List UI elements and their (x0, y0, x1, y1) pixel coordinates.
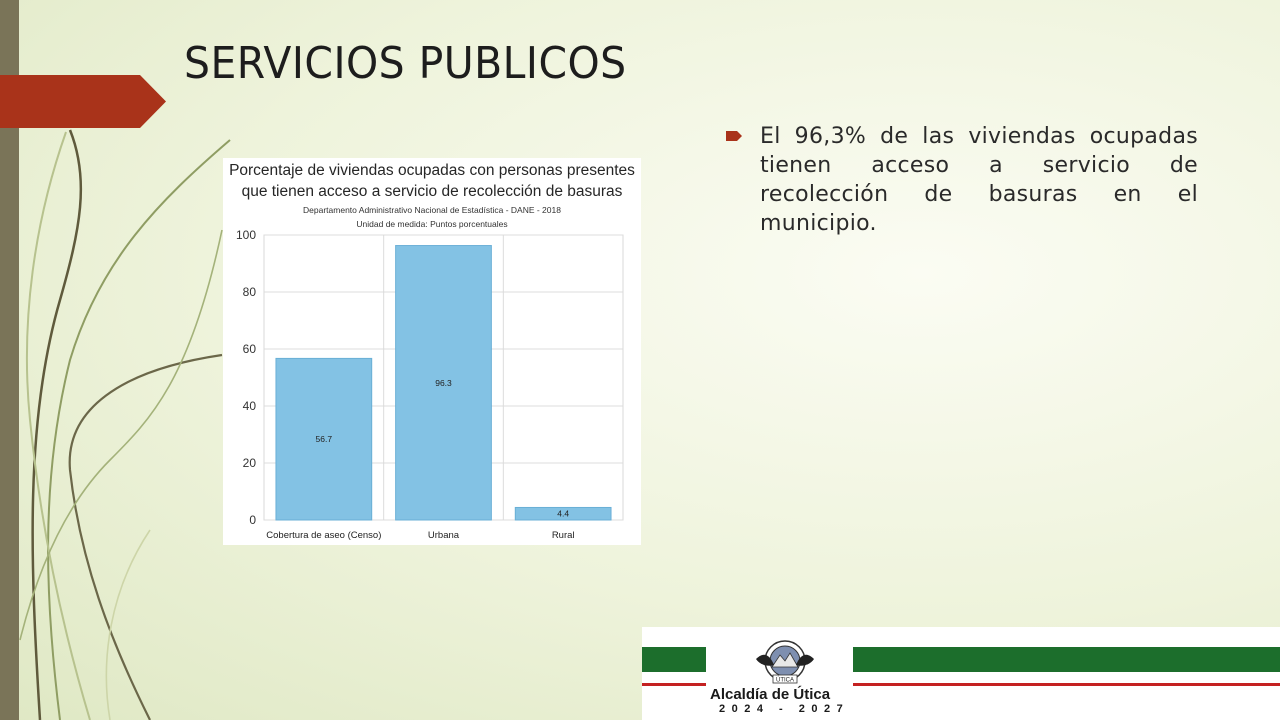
y-tick-label: 20 (243, 456, 257, 470)
bar-1 (395, 245, 492, 521)
bar-chart: Porcentaje de viviendas ocupadas con per… (223, 158, 641, 545)
slide-title: SERVICIOS PUBLICOS (184, 38, 627, 89)
footer-municipality-name: Alcaldía de Útica (710, 686, 831, 703)
y-tick-label: 40 (243, 399, 257, 413)
bullet-item: El 96,3% de las viviendas ocupadas tiene… (726, 122, 1198, 238)
footer-green-band-left (642, 647, 706, 672)
title-accent-tag (0, 75, 166, 128)
footer-green-band-right (853, 647, 1280, 672)
chart-title: Porcentaje de viviendas ocupadas con per… (223, 160, 641, 202)
data-label: 96.3 (435, 378, 452, 388)
data-label: 4.4 (557, 509, 569, 519)
seal-label: ÚTICA (776, 677, 794, 684)
x-category-label: Rural (552, 530, 575, 541)
bar-2 (514, 506, 612, 521)
footer-years: 2024 - 2027 (719, 703, 850, 715)
y-tick-label: 100 (236, 228, 256, 242)
x-category-label: Urbana (428, 530, 460, 541)
municipal-seal-icon: ÚTICA (756, 640, 814, 684)
footer-banner: ÚTICA Alcaldía de Útica 2024 - 2027 (642, 627, 1280, 720)
x-category-label: Cobertura de aseo (Censo) (266, 530, 381, 541)
data-label: 56.7 (316, 434, 333, 444)
y-tick-label: 0 (249, 513, 256, 527)
decorative-vines (19, 129, 231, 720)
bullet-text: El 96,3% de las viviendas ocupadas tiene… (760, 124, 1198, 236)
bar-0 (275, 357, 373, 521)
footer-red-line-right (853, 683, 1280, 686)
footer-red-line-left (642, 683, 706, 686)
y-tick-label: 80 (243, 285, 257, 299)
left-accent-bar (0, 0, 19, 720)
chart-subtitle-line-2: Unidad de medida: Puntos porcentuales (356, 219, 508, 229)
bullet-arrow-icon (726, 131, 742, 141)
chart-title-line-2: que tienen acceso a servicio de recolecc… (241, 183, 623, 200)
chart-subtitle-line-1: Departamento Administrativo Nacional de … (303, 205, 561, 215)
chart-plot-area: 0 20 40 60 80 100 56.7 Cobertura de aseo (Censo… (236, 228, 624, 541)
y-tick-label: 60 (243, 342, 257, 356)
chart-title-line-1: Porcentaje de viviendas ocupadas con per… (229, 162, 635, 179)
